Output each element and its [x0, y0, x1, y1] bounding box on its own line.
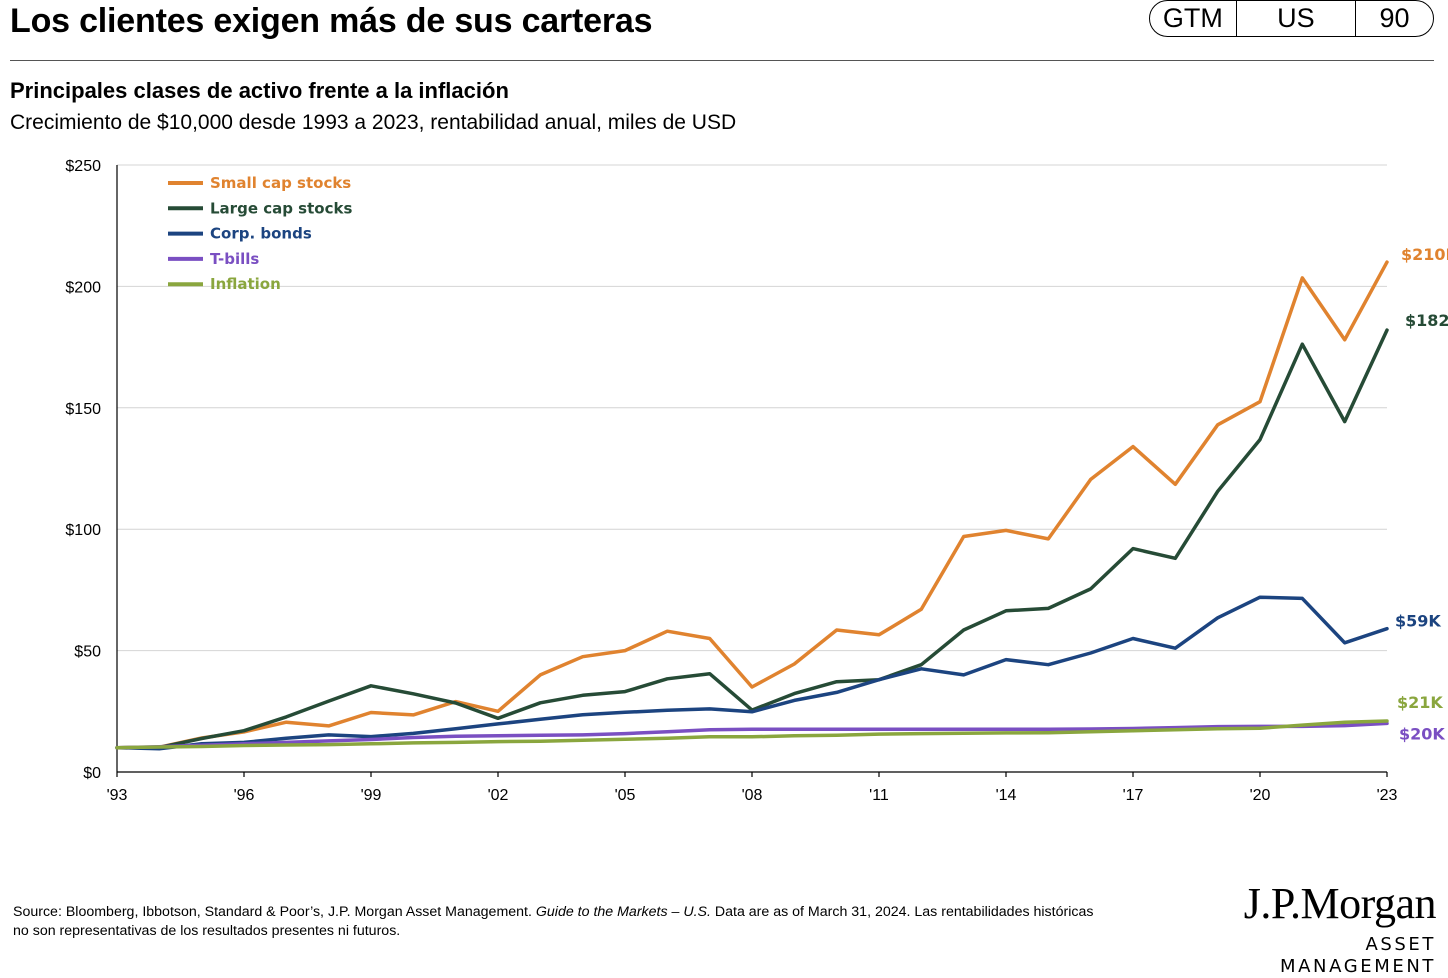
logo-wordmark: J.P.Morgan [1243, 879, 1437, 928]
x-tick-label: '23 [1377, 787, 1398, 804]
x-tick-label: '14 [996, 787, 1017, 804]
legend-label: T-bills [210, 250, 259, 268]
logo-subtitle: ASSET MANAGEMENT [1280, 934, 1436, 977]
legend-label: Small cap stocks [210, 174, 351, 192]
end-labels: $210K $182K $59K $20K $21K [1395, 245, 1448, 743]
x-tick-label: '93 [107, 787, 128, 804]
y-tick-label: $50 [74, 644, 101, 661]
y-tick-label: $150 [65, 401, 101, 418]
series-line-inflation [115, 719, 1389, 750]
end-value-label: $21K [1397, 693, 1443, 712]
legend-label: Corp. bonds [210, 225, 312, 243]
badge-region: US [1235, 1, 1357, 36]
x-tick-label: '99 [361, 787, 382, 804]
jpmorgan-logo: J.P.Morgan ASSET MANAGEMENT [1214, 879, 1437, 978]
x-tick-label: '11 [869, 787, 889, 804]
end-value-label: $59K [1395, 612, 1441, 631]
source-note: Source: Bloomberg, Ibbotson, Standard & … [13, 903, 1103, 941]
end-value-label: $182K [1405, 311, 1448, 330]
badge-page-number: 90 [1379, 3, 1410, 33]
end-value-label: $20K [1399, 724, 1445, 743]
x-tick-label: '05 [615, 787, 636, 804]
y-tick-label: $0 [83, 765, 101, 782]
gtm-badge: GTM US 90 [1149, 0, 1434, 37]
chart-subtitle: Crecimiento de $10,000 desde 1993 a 2023… [10, 111, 737, 134]
y-tick-label: $100 [65, 522, 101, 539]
badge-gtm: GTM [1162, 3, 1223, 33]
series-lines [115, 260, 1389, 751]
series-line-t-bills [115, 721, 1389, 750]
header-divider [10, 60, 1434, 61]
source-disclaimer: Data are as of March 31, 2024. Las renta… [13, 904, 1094, 939]
line-chart: $0 $50 $100 $150 $200 $250 '93 '96 '99 '02 '05 '08 '… [65, 158, 1448, 804]
legend-label: Inflation [210, 275, 281, 293]
grid-lines [117, 164, 1387, 652]
axes: $0 $50 $100 $150 $200 $250 '93 '96 '99 '02 '05 '08 '… [65, 158, 1397, 804]
y-tick-label: $250 [65, 158, 101, 175]
source-publication: Guide to the Markets – U.S. [535, 904, 711, 920]
end-value-label: $210K [1401, 245, 1448, 264]
x-tick-label: '08 [742, 787, 763, 804]
source-text: Source: Bloomberg, Ibbotson, Standard & … [13, 904, 536, 920]
x-tick-label: '17 [1123, 787, 1144, 804]
x-tick-label: '96 [234, 787, 255, 804]
x-tick-label: '02 [488, 787, 509, 804]
page-title: Los clientes exigen más de sus carteras [10, 2, 653, 40]
legend-label: Large cap stocks [210, 199, 352, 217]
chart-title: Principales clases de activo frente a la… [10, 78, 509, 103]
series-line-small-cap-stocks [115, 260, 1389, 750]
series-line-corp-bonds [115, 595, 1389, 751]
y-tick-label: $200 [65, 279, 101, 296]
legend: Small cap stocks Large cap stocks Corp. bo… [168, 174, 352, 293]
x-tick-label: '20 [1250, 787, 1271, 804]
